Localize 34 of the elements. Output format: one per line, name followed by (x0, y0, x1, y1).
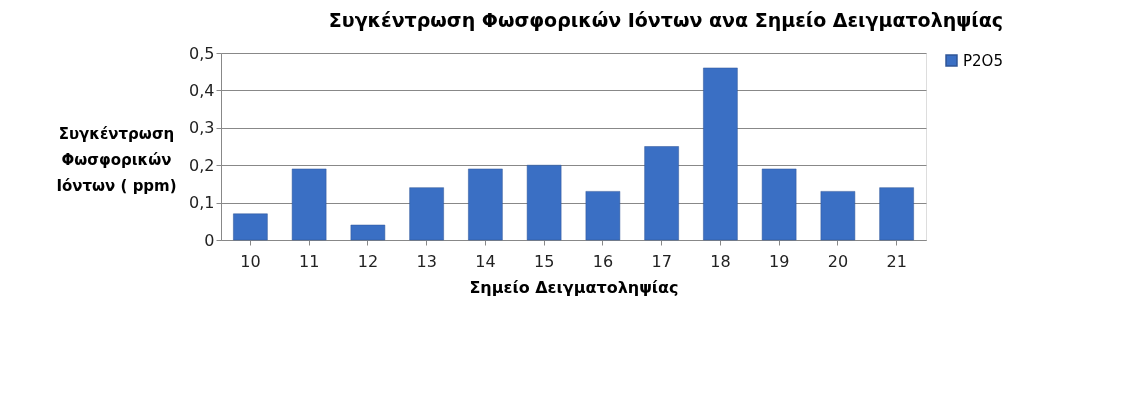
bar (468, 168, 503, 241)
y-tick-label: 0,5 (189, 43, 215, 63)
y-tick-label: 0,2 (189, 155, 215, 175)
bar (526, 164, 562, 241)
y-tick-label: 0,1 (189, 193, 215, 213)
x-tick-label: 16 (592, 251, 614, 271)
x-tick-label: 11 (298, 251, 320, 271)
y-tick-label: 0 (204, 230, 215, 250)
bar (585, 191, 621, 241)
y-tick-label: 0,4 (189, 80, 215, 100)
x-tick-label: 15 (533, 251, 555, 271)
bar (703, 67, 738, 241)
bar (291, 168, 327, 241)
x-axis-title: Σημείο Δειγματοληψίας (469, 277, 679, 297)
x-tick-label: 14 (475, 251, 496, 271)
x-tick-label: 10 (240, 251, 261, 271)
x-tick-label: 21 (886, 251, 907, 271)
x-tick-label: 18 (710, 251, 731, 271)
x-tick-label: 20 (827, 251, 849, 271)
x-tick-label: 17 (651, 251, 672, 271)
x-tick-label: 12 (357, 251, 379, 271)
bar (644, 146, 679, 241)
bar (350, 224, 386, 241)
bar (761, 168, 797, 241)
x-tick-label: 19 (768, 251, 790, 271)
bar (820, 191, 856, 241)
legend-label: P2O5 (963, 51, 1003, 70)
bar (879, 187, 914, 241)
bar (409, 187, 444, 241)
x-tick-label: 13 (416, 251, 437, 271)
bar (233, 213, 268, 241)
y-axis-title: Συγκέντρωση Φωσφορικών Ιόντων ( ppm) (56, 124, 177, 195)
chart-title: Συγκέντρωση Φωσφορικών Ιόντων ανα Σημείο Δειγματοληψίας (328, 9, 1003, 31)
y-tick-label: 0,3 (189, 118, 215, 138)
